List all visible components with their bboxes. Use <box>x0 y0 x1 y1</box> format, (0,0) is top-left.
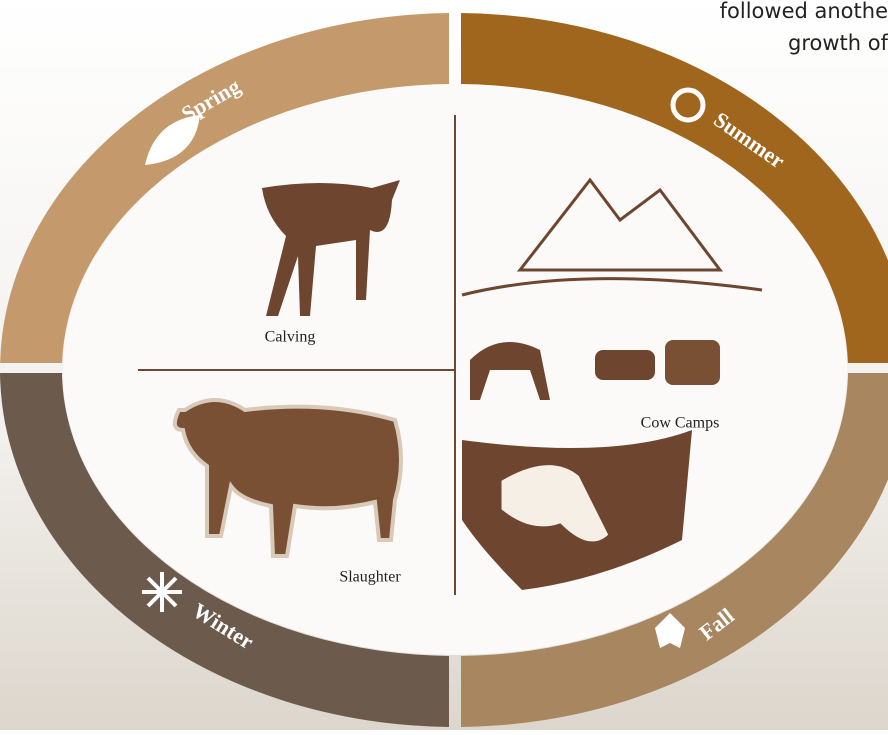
snowflake-icon <box>142 572 182 612</box>
activity-label: Calving <box>265 329 316 346</box>
activity-label: Slaughter <box>339 569 401 586</box>
activity-label: Cow Camps <box>641 415 720 432</box>
season-wheel: followed anothe growth of Spring Summer … <box>0 0 888 730</box>
header-line: followed anothe <box>720 0 888 23</box>
header-line: growth of <box>788 31 888 55</box>
